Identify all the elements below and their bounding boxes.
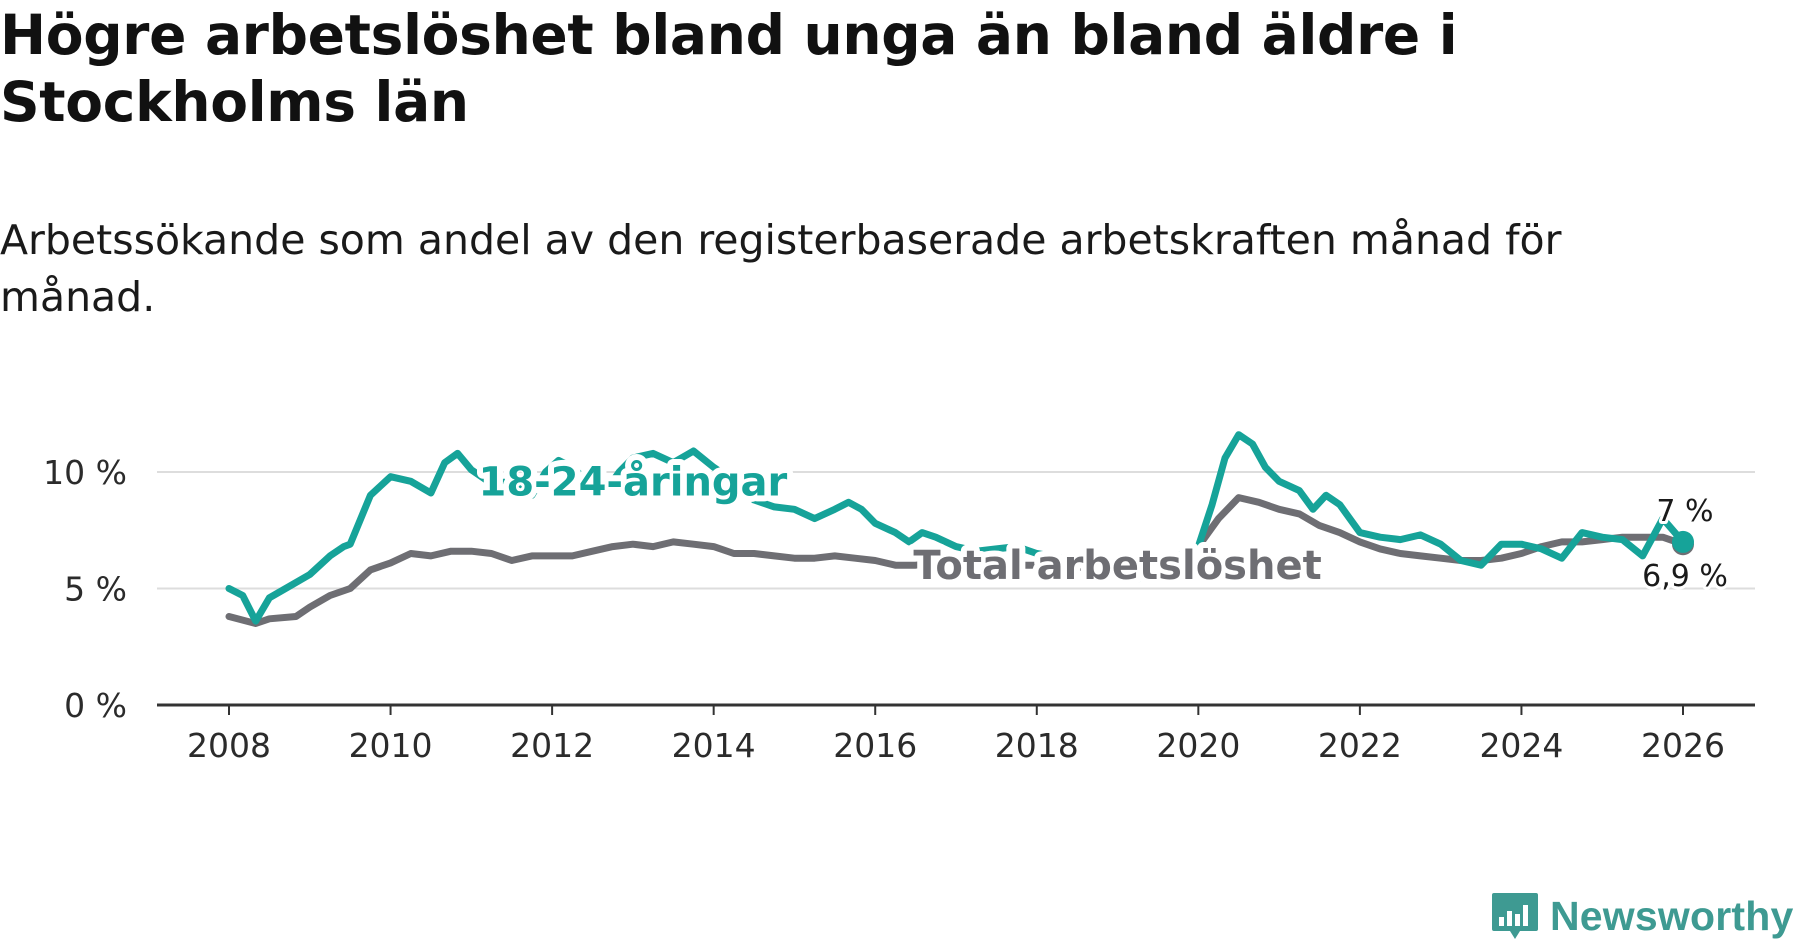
series-line-total (225, 494, 1687, 627)
x-axis: 2008 2010 2012 2014 2016 2018 2020 2022 2024 2026 (157, 703, 1755, 765)
x-tick-label: 2022 (1318, 726, 1402, 765)
chart-title: Högre arbetslöshet bland unga än bland ä… (0, 3, 1458, 134)
chart-bubble-icon (1490, 891, 1540, 941)
x-tick-label: 2020 (1156, 726, 1240, 765)
chart-subtitle: Arbetssökande som andel av den registerb… (0, 216, 1562, 321)
series-line-youth (225, 431, 1687, 625)
x-tick-label: 2008 (187, 726, 271, 765)
series-end-marker (1672, 530, 1694, 553)
x-tick-label: 2018 (995, 726, 1079, 765)
brand-name: Newsworthy (1550, 892, 1794, 939)
y-tick-label: 0 % (64, 686, 127, 725)
y-axis-ticks: 0 % 5 % 10 % (43, 453, 127, 725)
series-lines (225, 431, 1687, 627)
series-labels: 6,9 % 7 % 18-24-åringar Total arbetslöshet (472, 452, 1730, 597)
series-annotation: Total arbetslöshet (913, 543, 1321, 589)
series-end-label: 7 % (1656, 494, 1713, 529)
x-tick-label: 2014 (672, 726, 756, 765)
series-end-label: 6,9 % (1642, 559, 1728, 594)
x-tick-label: 2010 (349, 726, 433, 765)
y-tick-label: 10 % (43, 453, 127, 492)
x-tick-label: 2026 (1641, 726, 1725, 765)
x-tick-label: 2012 (510, 726, 594, 765)
x-tick-label: 2016 (833, 726, 917, 765)
series-annotation: 18-24-åringar (478, 458, 787, 505)
newsworthy-logo: Newsworthy (1490, 890, 1794, 942)
gridlines (157, 471, 1755, 590)
y-tick-label: 5 % (64, 570, 127, 609)
x-tick-label: 2024 (1479, 726, 1563, 765)
